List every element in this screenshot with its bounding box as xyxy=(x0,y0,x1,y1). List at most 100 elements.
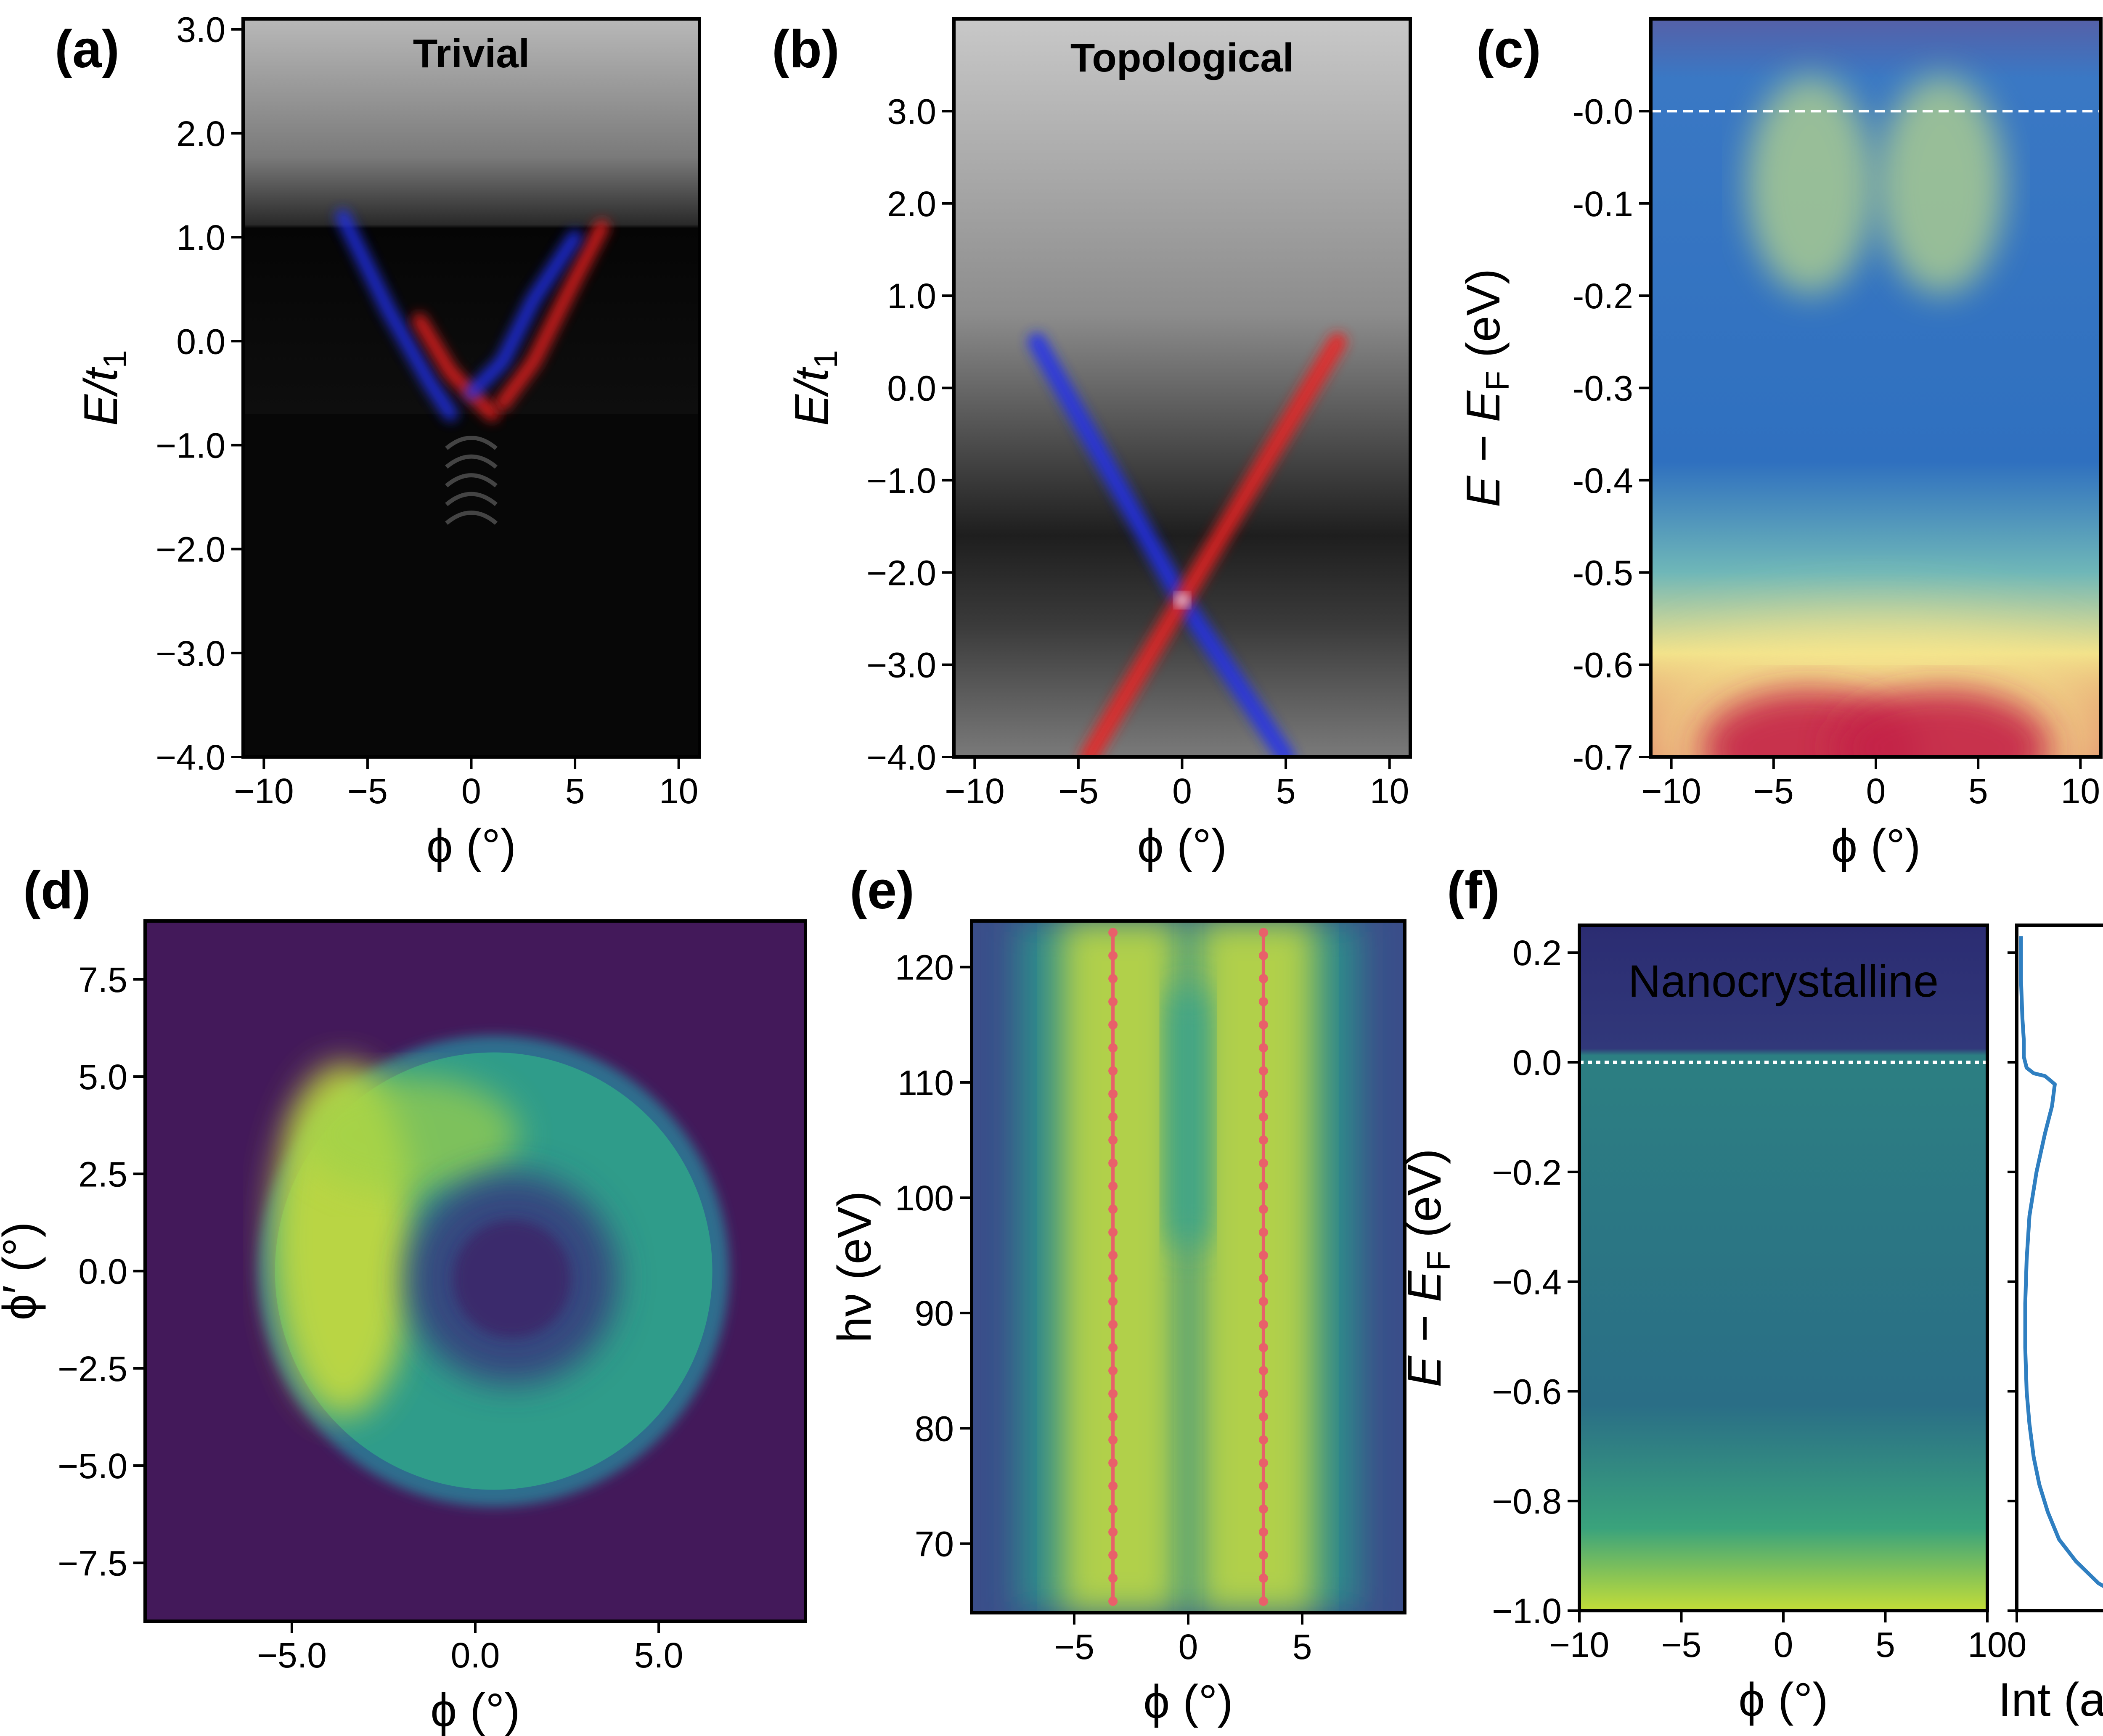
ring-hole-center xyxy=(453,1220,571,1338)
intensity-column xyxy=(1197,921,1316,1613)
y-tick-label: 80 xyxy=(915,1409,954,1448)
x-axis-label: Int (arb.) xyxy=(1998,1673,2103,1726)
x-tick-label: 0 xyxy=(2007,1625,2027,1665)
y-tick-label: −1.0 xyxy=(866,461,936,500)
peak-point xyxy=(1258,1181,1268,1191)
peak-point xyxy=(1108,1596,1118,1606)
x-tick-label: 10 xyxy=(2061,771,2100,811)
x-tick-label: −5.0 xyxy=(257,1635,327,1675)
subband-arc xyxy=(445,436,498,450)
y-tick-label: −1.0 xyxy=(156,426,225,465)
y-tick-label: 2.5 xyxy=(78,1154,127,1194)
y-tick-label: 7.5 xyxy=(78,960,127,1000)
x-tick-label: −10 xyxy=(234,771,294,811)
x-axis-label: ϕ (°) xyxy=(426,820,516,872)
panel-d: −5.0 0.0 5.0 7.5 5.0 2.5 0.0 −2.5 −5.0 −7.5 ϕ (°) ϕ… xyxy=(0,860,807,1736)
x-tick-label: 0 xyxy=(1179,1627,1198,1667)
peak-point xyxy=(1108,1366,1118,1376)
y-tick-label: 2.0 xyxy=(176,114,225,153)
peak-point xyxy=(1108,1135,1118,1145)
y-tick-label: -0.4 xyxy=(1572,461,1633,500)
y-tick-label: 90 xyxy=(915,1294,954,1333)
peak-point xyxy=(1258,1596,1268,1606)
peak-point xyxy=(1258,1412,1268,1421)
y-tick-label: -0.6 xyxy=(1572,646,1633,685)
y-tick-label: 0.0 xyxy=(78,1252,127,1291)
peak-point xyxy=(1258,1320,1268,1329)
peak-point xyxy=(1258,1204,1268,1214)
y-axis-label: E/t1 xyxy=(74,350,133,426)
band-line xyxy=(464,230,583,400)
subband-arc xyxy=(445,473,498,487)
peak-point xyxy=(1258,1020,1268,1029)
y-tick-label: −2.5 xyxy=(58,1349,127,1389)
x-axis-label: ϕ (°) xyxy=(1831,820,1920,872)
y-tick-label: −5.0 xyxy=(58,1446,127,1486)
y-tick-label: −3.0 xyxy=(156,634,225,673)
panel-label: (b) xyxy=(772,19,840,79)
y-tick-label: −1.0 xyxy=(1492,1591,1562,1631)
subband-arc xyxy=(445,492,498,506)
peak-point xyxy=(1258,1458,1268,1468)
peak-point xyxy=(1108,1251,1118,1260)
x-tick-label: 5.0 xyxy=(634,1635,683,1675)
x-tick-label: 0 xyxy=(1172,771,1192,811)
peak-point xyxy=(1108,1435,1118,1445)
y-tick-label: -0.0 xyxy=(1572,92,1633,131)
y-tick-label: −4.0 xyxy=(156,738,225,777)
peak-point xyxy=(1258,1043,1268,1053)
y-tick-label: 0.0 xyxy=(887,369,936,408)
peak-point xyxy=(1108,974,1118,984)
panel-f: Nanocrystalline −10 −5 0 5 10 0.2 0.0 −0.2 −0.4 −0… xyxy=(1398,860,2007,1726)
peak-point xyxy=(1108,1527,1118,1537)
panel-b: −10 −5 0 5 10 3.0 2.0 1.0 0.0 −1.0 −2.0 −3.0 −4.0 ϕ (… xyxy=(772,17,1412,872)
peak-point xyxy=(1108,1089,1118,1099)
peak-point xyxy=(1258,1297,1268,1306)
y-tick-label: 3.0 xyxy=(887,92,936,131)
peak-point xyxy=(1108,1320,1118,1329)
fermi-surface-map xyxy=(145,921,805,1621)
x-axis-label: ϕ (°) xyxy=(1738,1673,1828,1726)
peak-point xyxy=(1108,928,1118,937)
arpes-map xyxy=(1579,925,1987,1611)
peak-point xyxy=(1258,1343,1268,1352)
x-tick-label: 5 xyxy=(565,771,585,811)
peak-point xyxy=(1258,1504,1268,1514)
subband-arc xyxy=(445,511,498,525)
peak-point xyxy=(1108,1389,1118,1399)
band-line xyxy=(495,220,609,411)
peak-point xyxy=(1108,1343,1118,1352)
x-tick-label: −5 xyxy=(1661,1625,1702,1665)
y-axis-label: E/t1 xyxy=(785,350,844,426)
y-tick-label: 100 xyxy=(895,1178,954,1218)
y-tick-label: 1.0 xyxy=(887,276,936,316)
x-axis-label: ϕ (°) xyxy=(430,1684,520,1736)
y-tick-label: -0.2 xyxy=(1572,276,1633,316)
intensity-column xyxy=(1061,921,1179,1613)
subband-arc xyxy=(445,454,498,469)
y-tick-label: 3.0 xyxy=(176,10,225,50)
peak-point xyxy=(1108,951,1118,961)
peak-point xyxy=(1258,1089,1268,1099)
peak-point xyxy=(1258,1251,1268,1260)
peak-point xyxy=(1258,1066,1268,1076)
peak-point xyxy=(1108,1228,1118,1237)
peak-point xyxy=(1108,1066,1118,1076)
panel-label: (d) xyxy=(23,860,91,920)
peak-point xyxy=(1108,1504,1118,1514)
peak-point xyxy=(1258,1481,1268,1491)
y-tick-label: 0.2 xyxy=(1512,933,1562,973)
panel-label: (e) xyxy=(850,860,914,920)
plot-frame xyxy=(2015,924,2103,1612)
peak-point xyxy=(1258,974,1268,984)
panel-annotation: Topological xyxy=(1070,35,1294,80)
peak-point xyxy=(1258,1573,1268,1583)
y-tick-label: -0.1 xyxy=(1572,184,1633,224)
panel-annotation: Nanocrystalline xyxy=(1628,955,1939,1006)
y-tick-label: -0.7 xyxy=(1572,738,1633,777)
x-tick-label: 0 xyxy=(461,771,481,811)
y-tick-label: -0.5 xyxy=(1572,553,1633,593)
y-axis-label: hν (eV) xyxy=(828,1191,881,1343)
peak-point xyxy=(1258,1550,1268,1560)
